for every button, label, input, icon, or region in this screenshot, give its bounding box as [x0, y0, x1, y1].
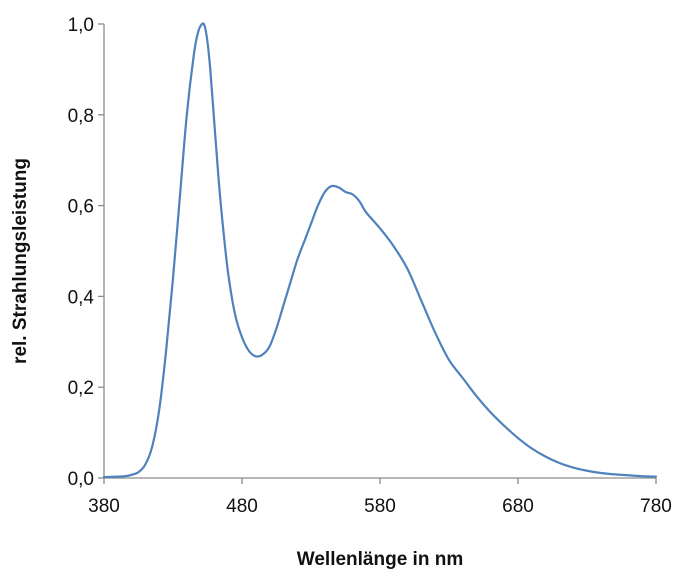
- y-tick-label: 0,6: [68, 197, 94, 218]
- y-tick-label: 0,0: [68, 469, 94, 490]
- y-tick-label: 1,0: [68, 15, 94, 36]
- x-tick-label: 780: [640, 496, 672, 517]
- x-axis-title: Wellenlänge in nm: [297, 549, 463, 570]
- y-axis-ticks: 0,0 0,2 0,4 0,6 0,8 1,0: [68, 15, 104, 490]
- y-tick-label: 0,2: [68, 378, 94, 399]
- spectrum-line: [102, 22, 658, 479]
- y-tick-label: 0,8: [68, 106, 94, 127]
- x-axis-ticks: 380 480 580 680 780: [88, 478, 672, 517]
- x-tick-label: 580: [364, 496, 396, 517]
- x-tick-label: 480: [226, 496, 258, 517]
- x-tick-label: 680: [502, 496, 534, 517]
- series-group: [102, 22, 658, 479]
- y-tick-label: 0,4: [68, 287, 95, 308]
- y-axis-title: rel. Strahlungsleistung: [10, 158, 31, 364]
- x-tick-label: 380: [88, 496, 120, 517]
